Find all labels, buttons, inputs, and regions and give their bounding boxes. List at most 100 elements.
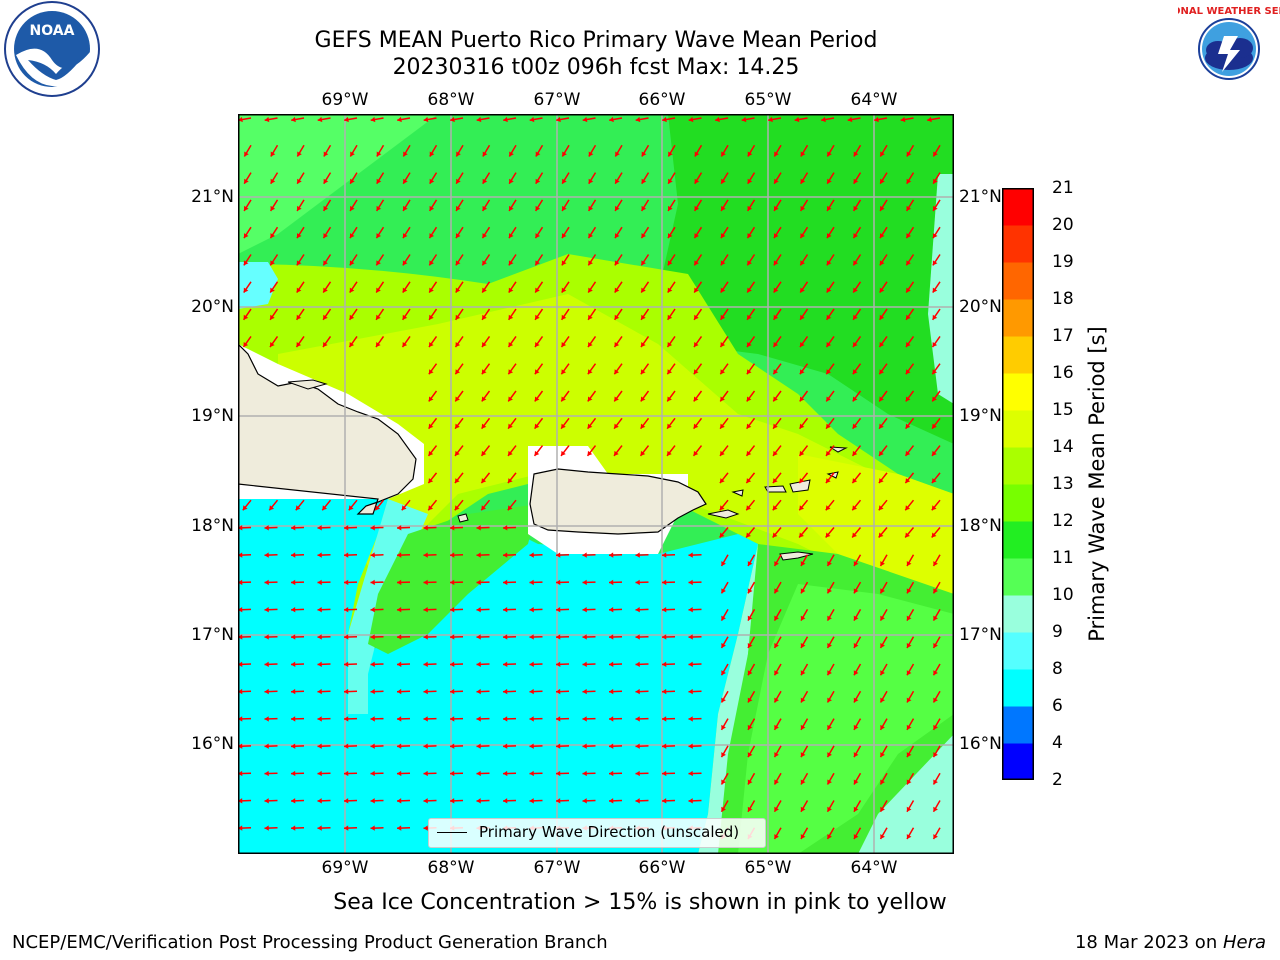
wave-arrow-head xyxy=(323,151,329,157)
wave-arrow-head xyxy=(826,314,832,320)
wave-arrow-head xyxy=(609,688,614,695)
wave-arrow-head xyxy=(853,287,858,293)
wave-arrow-head xyxy=(291,607,296,613)
wave-arrow-head xyxy=(931,505,937,511)
wave-arrow-head xyxy=(880,205,885,211)
wave-arrow-head xyxy=(429,178,435,184)
wave-arrow-head xyxy=(827,178,832,184)
wave-arrow-head xyxy=(423,579,428,586)
wave-arrow-head xyxy=(323,314,328,320)
wave-arrow-head xyxy=(397,743,402,749)
colorbar-swatch xyxy=(1002,743,1034,780)
wave-arrow-head xyxy=(264,579,269,586)
wave-arrow-head xyxy=(609,607,614,613)
wave-arrow-head xyxy=(529,661,534,667)
wave-arrow-head xyxy=(662,579,667,586)
wave-arrow-head xyxy=(853,670,859,676)
wave-arrow-head xyxy=(454,505,460,511)
wave-arrow-head xyxy=(344,661,349,667)
wave-arrow-head xyxy=(376,151,382,157)
wave-arrow-head xyxy=(344,607,349,613)
wave-arrow-head xyxy=(428,478,434,484)
wave-arrow-head xyxy=(423,661,428,667)
wave-arrow-head xyxy=(243,314,249,320)
wave-arrow-head xyxy=(429,314,434,320)
colorbar-tick-label: 19 xyxy=(1052,252,1074,272)
colorbar-swatch xyxy=(1002,447,1034,485)
wave-arrow-head xyxy=(874,116,879,123)
wave-arrow-head xyxy=(291,798,296,804)
colorbar-tick-label: 14 xyxy=(1052,437,1074,457)
wave-arrow-head xyxy=(397,579,402,586)
wave-arrow-head xyxy=(774,806,779,812)
colorbar-tick-label: 12 xyxy=(1052,511,1074,531)
wave-arrow-head xyxy=(640,369,646,375)
wave-arrow-head xyxy=(238,798,243,804)
wave-arrow-head xyxy=(423,607,428,613)
lon-tick-bottom: 66°W xyxy=(638,858,686,878)
wave-arrow-head xyxy=(694,260,699,266)
wave-arrow-head xyxy=(450,798,455,804)
wave-arrow-head xyxy=(508,423,513,429)
wave-arrow-head xyxy=(668,205,673,211)
wave-arrow-head xyxy=(609,579,614,586)
wave-arrow-head xyxy=(397,688,402,695)
wave-arrow-head xyxy=(641,178,647,184)
wave-arrow-head xyxy=(397,716,402,722)
wave-arrow-head xyxy=(403,178,408,184)
wave-arrow-head xyxy=(933,834,938,840)
wave-arrow-head xyxy=(615,151,620,157)
wave-arrow-head xyxy=(774,724,779,730)
wave-arrow-head xyxy=(721,615,726,621)
wave-arrow-head xyxy=(402,260,408,266)
wave-arrow-head xyxy=(906,615,912,621)
wave-arrow-head xyxy=(635,770,640,777)
wave-arrow-head xyxy=(774,642,779,648)
wave-arrow-head xyxy=(561,260,567,266)
wave-arrow-head xyxy=(455,423,460,429)
field-south-wedge xyxy=(368,504,538,654)
wave-arrow-head xyxy=(582,607,587,613)
wave-arrow-head xyxy=(403,151,408,157)
wave-arrow-head xyxy=(614,342,620,348)
wave-arrow-head xyxy=(640,396,646,402)
wave-arrow-head xyxy=(800,697,806,703)
legend-label: Primary Wave Direction (unscaled) xyxy=(479,823,740,841)
wave-arrow-head xyxy=(370,770,375,777)
wave-arrow-head xyxy=(688,716,693,722)
wave-arrow-head xyxy=(582,116,588,123)
land-st-croix xyxy=(779,551,814,561)
wave-arrow-head xyxy=(402,287,408,293)
wave-arrow-head xyxy=(423,116,429,123)
wave-arrow-head xyxy=(853,178,859,184)
wave-arrow-head xyxy=(323,233,329,239)
wave-arrow-head xyxy=(450,579,455,586)
wave-arrow-head xyxy=(535,287,540,293)
wave-arrow-head xyxy=(423,552,428,558)
wave-arrow-head xyxy=(264,607,269,613)
wave-arrow-head xyxy=(476,716,481,722)
wave-arrow-head xyxy=(827,752,832,758)
colorbar-tick-label: 10 xyxy=(1052,585,1074,605)
colorbar-tick-label: 20 xyxy=(1052,215,1074,235)
wave-arrow-head xyxy=(906,642,912,648)
wave-arrow-head xyxy=(635,688,640,695)
wave-arrow-head xyxy=(747,205,753,211)
lon-tick-bottom: 68°W xyxy=(427,858,475,878)
wave-arrow-head xyxy=(587,342,593,348)
wave-arrow-head xyxy=(482,205,488,211)
colorbar-tick-label: 13 xyxy=(1052,474,1074,494)
wave-arrow-head xyxy=(827,670,832,676)
wave-arrow-head xyxy=(561,342,567,348)
wave-arrow-head xyxy=(746,396,752,402)
colorbar-tick-label: 17 xyxy=(1052,326,1074,346)
colorbar-tick-label: 15 xyxy=(1052,400,1074,420)
wave-arrow-head xyxy=(662,798,667,804)
wave-arrow-head xyxy=(826,233,832,239)
lat-tick-right: 16°N xyxy=(959,734,1002,754)
wave-arrow-head xyxy=(826,423,831,429)
wave-arrow-head xyxy=(800,151,806,157)
wave-arrow-head xyxy=(932,423,937,429)
wave-arrow-head xyxy=(932,369,938,375)
wave-arrow-head xyxy=(238,716,243,722)
